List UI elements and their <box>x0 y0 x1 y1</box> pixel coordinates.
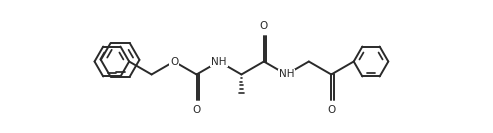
Text: O: O <box>327 105 335 115</box>
Text: O: O <box>192 105 201 115</box>
Text: O: O <box>260 21 268 31</box>
Text: NH: NH <box>211 57 227 66</box>
Text: O: O <box>170 57 178 66</box>
Text: NH: NH <box>279 69 294 80</box>
